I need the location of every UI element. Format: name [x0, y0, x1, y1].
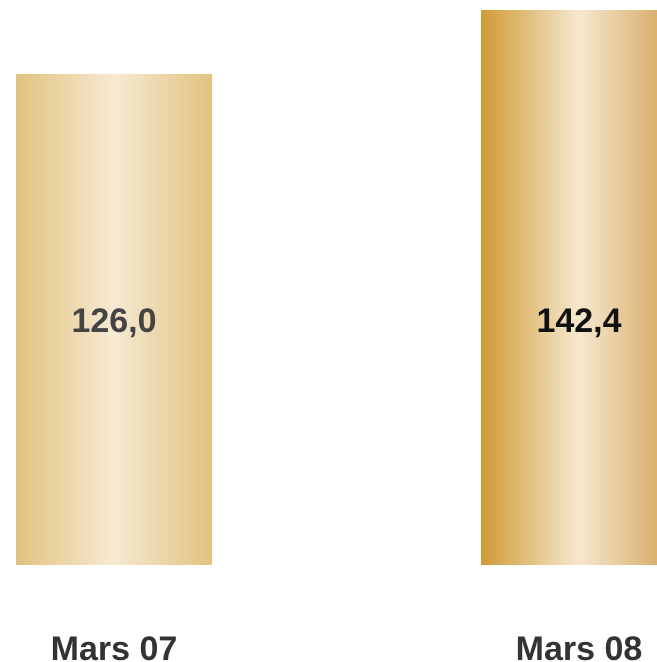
bar-mars-08 [481, 10, 657, 565]
category-labels-group: Mars 07 Mars 08 [51, 630, 643, 662]
value-label-mars-07: 126,0 [71, 302, 156, 340]
value-labels-group: 126,0 142,4 [71, 302, 621, 340]
category-label-mars-07: Mars 07 [51, 630, 178, 662]
bars-group [16, 10, 657, 565]
bar-mars-07 [16, 73, 212, 565]
value-label-mars-08: 142,4 [536, 302, 621, 340]
category-label-mars-08: Mars 08 [516, 630, 643, 662]
